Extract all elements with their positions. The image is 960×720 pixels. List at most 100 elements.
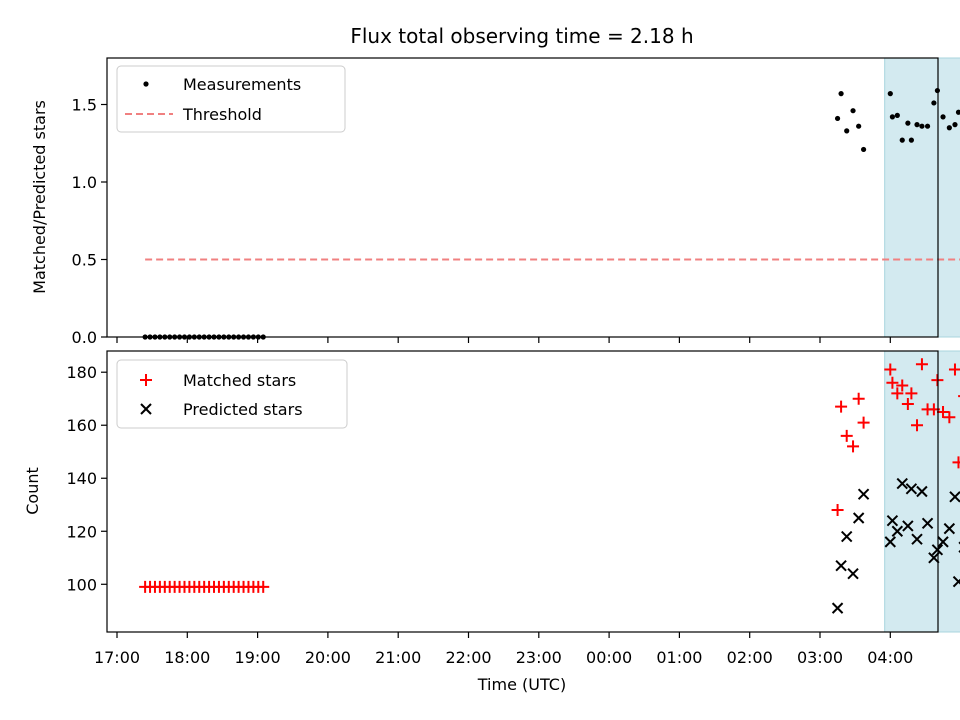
measurement-point	[850, 108, 856, 114]
top-y-axis-label: Matched/Predicted stars	[30, 100, 49, 294]
bottom-y-tick-label: 100	[66, 575, 97, 594]
legend-matched-marker	[140, 374, 152, 386]
measurement-point	[905, 120, 911, 126]
bottom-y-tick-label: 140	[66, 469, 97, 488]
chart-title: Flux total observing time = 2.18 h	[350, 24, 693, 48]
predicted-star-point	[857, 488, 870, 500]
x-tick-label: 17:00	[94, 648, 140, 667]
x-tick-label: 03:00	[797, 648, 843, 667]
predicted-star-point	[841, 530, 853, 543]
x-tick-label: 23:00	[516, 648, 562, 667]
predicted-star-point	[896, 477, 908, 490]
predicted-star-point	[921, 517, 934, 530]
measurement-point	[946, 125, 952, 131]
matched-star-point	[886, 376, 899, 389]
top-data-marks	[142, 87, 960, 340]
measurement-point	[924, 123, 931, 129]
measurement-point	[919, 123, 925, 129]
top-panel: 0.0 0.5 1.0 1.5 Matched/Predicted stars Mea…	[30, 57, 960, 347]
measurement-point	[955, 109, 960, 115]
matched-star-point	[915, 358, 928, 371]
predicted-star-point	[949, 491, 960, 503]
top-y-tick-label: 0.0	[72, 328, 97, 347]
top-y-ticks: 0.0 0.5 1.0 1.5	[72, 96, 107, 347]
matched-star-point	[911, 419, 924, 432]
measurement-point	[914, 122, 920, 128]
predicted-star-point	[831, 602, 844, 614]
predicted-star-point	[952, 575, 960, 588]
matched-star-point	[884, 363, 897, 376]
measurement-point	[894, 112, 900, 118]
x-tick-label: 20:00	[305, 648, 351, 667]
x-tick-label: 18:00	[164, 648, 210, 667]
x-tick-label: 00:00	[586, 648, 632, 667]
measurement-point	[844, 128, 850, 134]
matched-star-point	[937, 405, 950, 418]
bottom-y-tick-label: 180	[66, 363, 97, 382]
matched-star-point	[952, 456, 960, 469]
measurement-point	[860, 146, 867, 153]
bottom-y-axis-label: Count	[23, 467, 42, 515]
measurement-point	[834, 115, 841, 122]
bottom-y-tick-label: 160	[66, 416, 97, 435]
legend-threshold-label: Threshold	[182, 105, 262, 124]
x-tick-label: 02:00	[727, 648, 773, 667]
top-legend: Measurements Threshold	[116, 65, 346, 133]
x-tick-label: 22:00	[445, 648, 491, 667]
bottom-y-tick-label: 120	[66, 522, 97, 541]
legend-predicted-marker	[140, 403, 152, 415]
predicted-star-point	[884, 536, 897, 548]
x-tick-label: 19:00	[235, 648, 281, 667]
legend-predicted-label: Predicted stars	[183, 400, 303, 419]
bottom-legend: Matched stars Predicted stars	[116, 359, 348, 429]
bottom-panel: 100 120 140 160 180 17:00 18:00 19:00 20:00 21:0…	[23, 350, 960, 694]
matched-star-point	[257, 580, 270, 593]
matched-star-point	[948, 363, 960, 376]
x-tick-label: 04:00	[867, 648, 913, 667]
measurement-point	[856, 123, 862, 129]
matched-star-point	[891, 387, 904, 400]
matched-star-point	[847, 440, 860, 453]
matched-star-point	[901, 398, 914, 411]
matched-star-point	[943, 411, 956, 424]
top-y-tick-label: 0.5	[72, 251, 97, 270]
predicted-star-point	[886, 514, 899, 527]
predicted-star-point	[847, 567, 859, 580]
matched-star-point	[840, 429, 853, 442]
predicted-star-point	[916, 485, 928, 498]
bottom-legend-box	[116, 359, 348, 429]
matched-star-point	[835, 400, 848, 413]
measurement-point	[887, 91, 893, 97]
predicted-star-point	[891, 525, 904, 537]
top-y-tick-label: 1.5	[72, 96, 97, 115]
predicted-star-point	[835, 560, 847, 572]
measurement-point	[899, 137, 905, 143]
top-legend-box	[116, 65, 346, 133]
bottom-data-marks	[139, 358, 960, 614]
top-shaded-region	[884, 57, 960, 338]
measurement-point	[908, 137, 914, 143]
top-axes-frame	[106, 57, 939, 338]
x-axis-label: Time (UTC)	[477, 675, 566, 694]
measurement-point	[931, 100, 937, 106]
bottom-axes-frame	[106, 350, 939, 633]
predicted-star-point	[852, 512, 865, 524]
predicted-star-point	[928, 552, 940, 564]
bottom-x-ticks: 17:00 18:00 19:00 20:00 21:00 22:00 23:00 00:00…	[94, 632, 913, 667]
predicted-star-point	[937, 536, 949, 548]
predicted-star-point	[911, 533, 923, 545]
matched-star-point	[905, 387, 918, 400]
legend-measurements-marker	[143, 81, 149, 87]
measurement-point	[940, 114, 946, 120]
top-x-ticks	[116, 337, 891, 343]
x-tick-label: 21:00	[375, 648, 421, 667]
top-y-tick-label: 1.0	[72, 173, 97, 192]
matched-star-point	[896, 379, 909, 392]
legend-matched-label: Matched stars	[183, 371, 296, 390]
legend-measurements-label: Measurements	[183, 75, 301, 94]
matched-star-point	[852, 392, 865, 405]
bottom-y-ticks: 100 120 140 160 180	[66, 363, 107, 594]
x-tick-label: 01:00	[656, 648, 702, 667]
measurement-point	[952, 122, 958, 128]
